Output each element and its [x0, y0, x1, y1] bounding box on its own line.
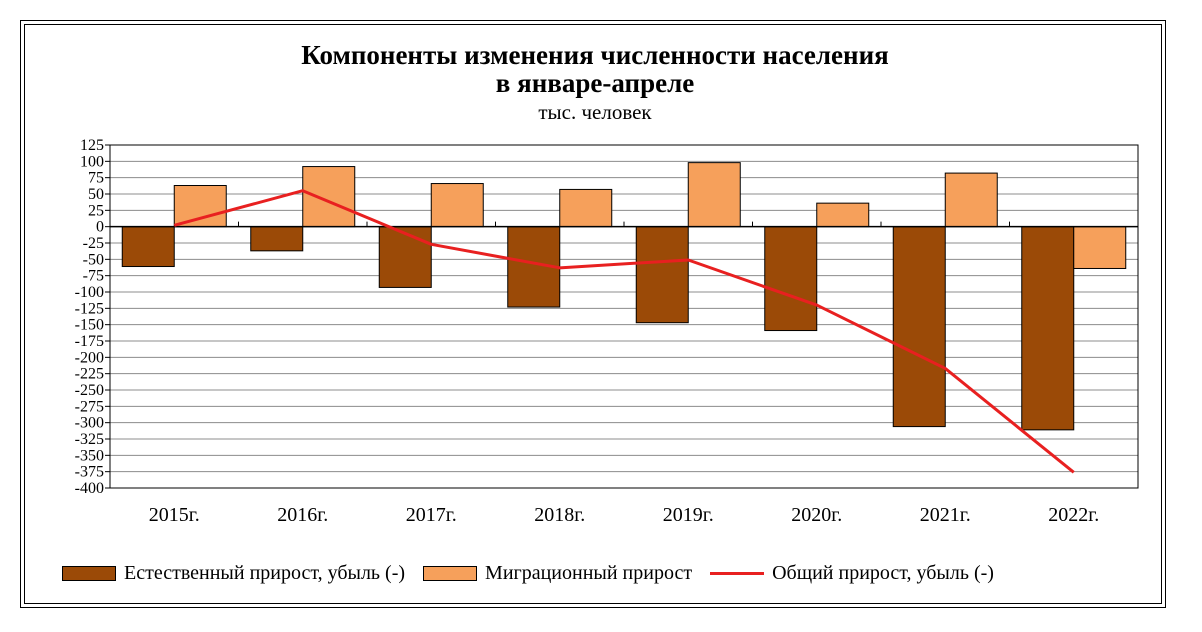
y-tick-label: -225: [75, 366, 104, 383]
x-tick-label: 2020г.: [791, 504, 842, 526]
plot-border: [109, 144, 1139, 489]
x-tick-label: 2021г.: [920, 504, 971, 526]
x-tick-label: 2019г.: [663, 504, 714, 526]
bar-migration: [1073, 226, 1127, 269]
y-tick-label: 75: [88, 170, 104, 187]
chart-legend: Естественный прирост, убыль (-) Миграцио…: [62, 560, 1012, 586]
y-tick-label: 25: [88, 202, 104, 219]
y-tick-label: 125: [80, 137, 104, 154]
y-tick-label: -300: [75, 415, 104, 432]
y-tick-label: -250: [75, 382, 104, 399]
y-tick-label: -100: [75, 284, 104, 301]
y-tick-label: -200: [75, 349, 104, 366]
y-tick-label: -350: [75, 447, 104, 464]
y-tick-label: -400: [75, 480, 104, 497]
y-tick-label: -175: [75, 333, 104, 350]
x-tick-label: 2018г.: [534, 504, 585, 526]
y-tick-label: -325: [75, 431, 104, 448]
x-tick-label: 2015г.: [149, 504, 200, 526]
y-tick-label: -25: [83, 235, 104, 252]
bar-natural: [892, 226, 946, 428]
y-tick-label: -275: [75, 398, 104, 415]
bar-migration: [302, 166, 356, 228]
y-tick-label: -150: [75, 317, 104, 334]
chart-frame-outer: [20, 20, 1166, 608]
legend-swatch-migration: [423, 565, 478, 581]
legend-label-natural: Естественный прирост, убыль (-): [124, 561, 406, 584]
y-tick-label: 100: [80, 153, 104, 170]
x-tick-label: 2016г.: [277, 504, 328, 526]
y-tick-label: -50: [83, 251, 104, 268]
bar-natural: [121, 226, 175, 268]
legend-item-migration: Миграционный прирост: [423, 562, 692, 585]
y-tick-label: -75: [83, 268, 104, 285]
bar-natural: [635, 226, 689, 324]
legend-swatch-natural: [62, 565, 116, 581]
bar-migration: [944, 172, 998, 228]
bar-migration: [559, 188, 613, 228]
bar-migration: [816, 202, 870, 228]
bar-natural: [1021, 226, 1075, 431]
legend-swatch-total: [710, 571, 765, 575]
legend-label-migration: Миграционный прирост: [485, 561, 693, 584]
legend-label-total: Общий прирост, убыль (-): [772, 561, 994, 584]
bar-migration: [173, 185, 227, 228]
x-tick-label: 2022г.: [1048, 504, 1099, 526]
y-tick-label: 0: [96, 219, 104, 236]
chart-title-line1: Компоненты изменения численности населен…: [301, 40, 889, 70]
legend-item-natural: Естественный прирост, убыль (-): [62, 562, 405, 585]
bar-natural: [764, 226, 818, 332]
bar-natural: [378, 226, 432, 288]
bar-migration: [430, 183, 484, 228]
chart-frame-inner: [24, 24, 1162, 604]
bar-migration: [687, 162, 741, 228]
y-tick-label: 50: [88, 186, 104, 203]
legend-item-total: Общий прирост, убыль (-): [710, 562, 994, 585]
chart-subtitle: тыс. человек: [538, 100, 652, 124]
bar-natural: [250, 226, 304, 252]
chart-title-line2: в январе-апреле: [495, 68, 695, 98]
x-tick-label: 2017г.: [406, 504, 457, 526]
y-tick-label: -375: [75, 464, 104, 481]
y-tick-label: -125: [75, 300, 104, 317]
line-total: [173, 189, 1075, 474]
